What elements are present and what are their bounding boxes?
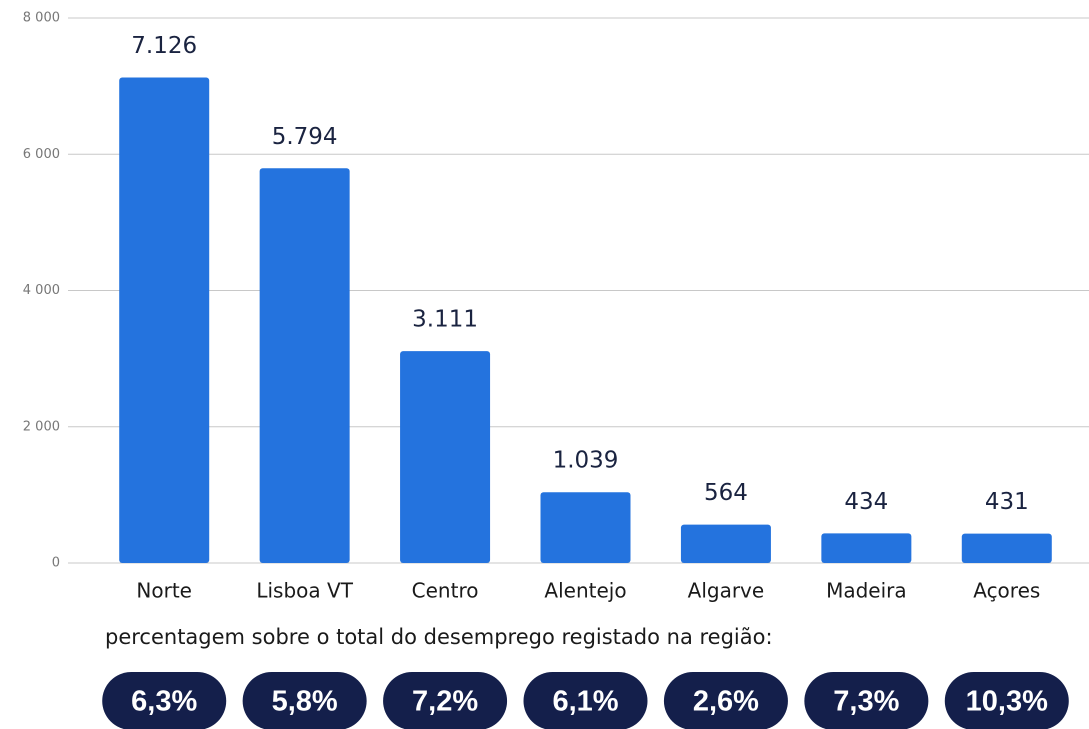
x-tick-label: Madeira: [826, 579, 907, 603]
x-tick-label: Alentejo: [544, 579, 626, 603]
share-label: 6,3%: [131, 686, 197, 718]
y-tick-label: 0: [52, 556, 60, 571]
bar: [961, 533, 1052, 563]
x-tick-label: Centro: [412, 579, 479, 603]
bar: [400, 351, 491, 563]
bar: [119, 77, 210, 563]
share-label: 7,2%: [412, 686, 478, 718]
value-label: 434: [844, 489, 888, 515]
share-pill: [102, 672, 227, 729]
bar: [259, 168, 350, 563]
y-tick-label: 8 000: [23, 11, 60, 26]
x-tick-label: Norte: [136, 579, 192, 603]
share-label: 5,8%: [272, 686, 338, 718]
share-pill: [944, 672, 1069, 729]
x-tick-label: Algarve: [688, 579, 765, 603]
y-tick-label: 4 000: [23, 283, 60, 298]
bar: [680, 524, 771, 563]
value-label: 1.039: [553, 448, 619, 474]
y-tick-label: 2 000: [23, 419, 60, 434]
x-tick-label: Açores: [973, 579, 1040, 603]
share-pill: [523, 672, 648, 729]
share-pill: [383, 672, 508, 729]
share-label: 6,1%: [552, 686, 618, 718]
share-label: 2,6%: [693, 686, 759, 718]
x-tick-label: Lisboa VT: [256, 579, 353, 603]
share-label: 10,3%: [966, 686, 1048, 718]
value-label: 431: [985, 489, 1029, 515]
share-pill: [663, 672, 788, 729]
share-pill: [242, 672, 367, 729]
y-tick-label: 6 000: [23, 147, 60, 162]
value-label: 7.126: [131, 33, 197, 59]
share-label: 7,3%: [833, 686, 899, 718]
bar: [540, 492, 631, 563]
value-label: 564: [704, 480, 748, 506]
bar: [821, 533, 912, 563]
annotation: percentagem sobre o total do desemprego …: [105, 625, 773, 649]
share-pill: [804, 672, 929, 729]
value-label: 5.794: [272, 124, 338, 150]
value-label: 3.111: [412, 307, 478, 333]
